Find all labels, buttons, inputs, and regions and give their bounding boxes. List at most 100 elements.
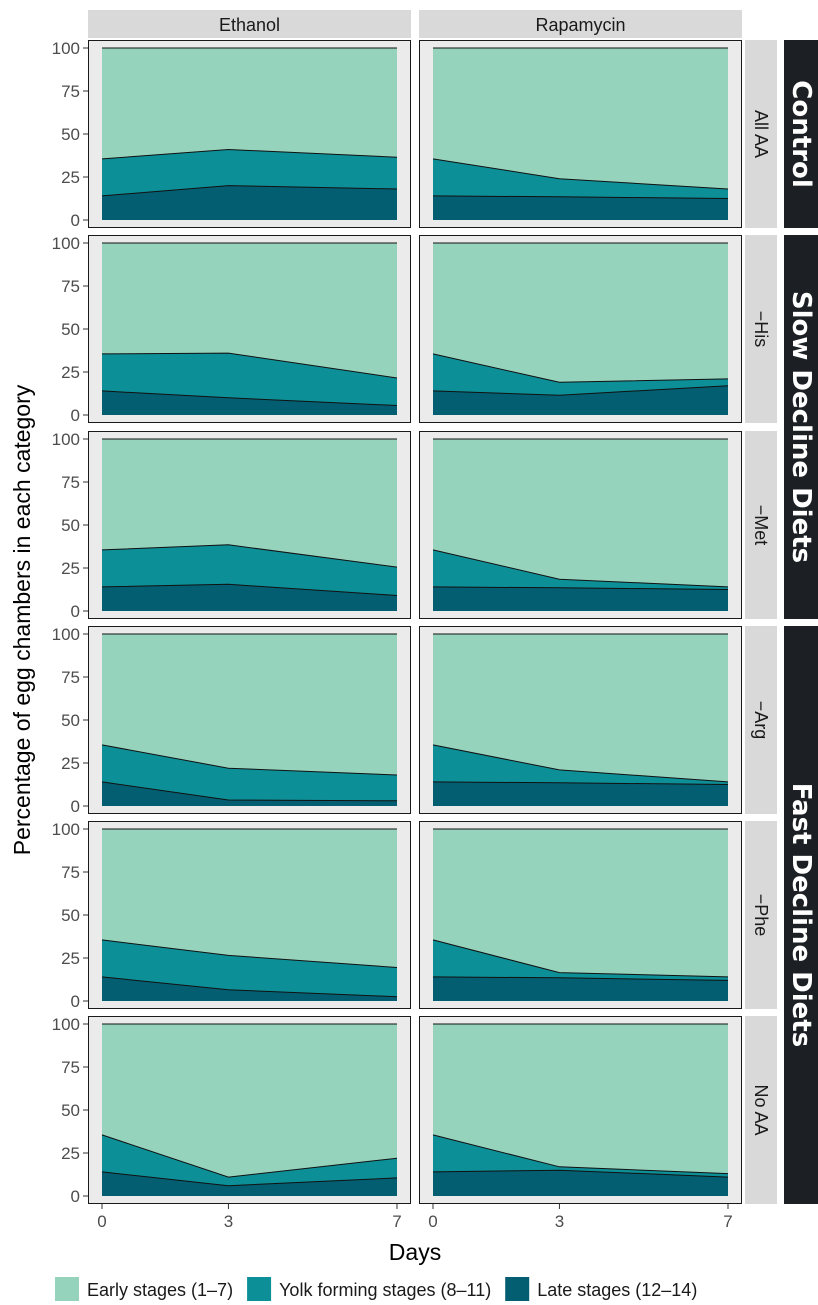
panel-minus-his-ethanol-border — [88, 235, 411, 423]
panel-all-aa-rapamycin-area-early — [433, 48, 728, 189]
panel-minus-his-rapamycin-boundary-line-2 — [432, 353, 729, 383]
panel-minus-met-rapamycin-boundary-line-2 — [432, 549, 729, 588]
panel-minus-met-rapamycin-area-early — [433, 439, 728, 587]
panel-minus-his-ethanol-boundary-line-2 — [101, 352, 398, 379]
panel-minus-met-rapamycin-area-yolk — [433, 549, 728, 590]
y-tick-label-minus-met-75: 75 — [61, 473, 80, 492]
panel-no-aa-ethanol-area-late — [102, 1171, 397, 1196]
y-tick-label-no-aa-75: 75 — [61, 1058, 80, 1077]
panel-minus-arg-rapamycin-area-yolk — [433, 744, 728, 785]
panel-minus-phe-rapamycin-area-late — [433, 976, 728, 1001]
panel-all-aa-rapamycin-boundary-line-2 — [432, 158, 729, 190]
y-tick-label-no-aa-50: 50 — [61, 1101, 80, 1120]
panel-minus-his-ethanol-area-early — [102, 243, 397, 378]
y-axis-title: Percentage of egg chambers in each categ… — [9, 384, 35, 855]
y-tick-label-minus-his-25: 25 — [61, 363, 80, 382]
x-tick-label-ethanol-0: 0 — [97, 1212, 106, 1231]
panel-minus-met-rapamycin-border — [419, 431, 742, 619]
y-tick-label-no-aa-0: 0 — [71, 1187, 80, 1206]
panel-all-aa-ethanol-area-late — [102, 185, 397, 220]
row-strip-label-all-aa: All AA — [751, 110, 771, 158]
legend-label-early-stages-1-7: Early stages (1–7) — [87, 1280, 233, 1300]
panel-minus-arg-rapamycin-border — [419, 626, 742, 814]
panel-no-aa-ethanol-border — [88, 1016, 411, 1204]
y-tick-label-minus-his-50: 50 — [61, 320, 80, 339]
y-tick-label-minus-phe-100: 100 — [52, 820, 80, 839]
panel-no-aa-ethanol-area-early — [102, 1024, 397, 1178]
panel-minus-his-rapamycin-area-yolk — [433, 353, 728, 396]
panel-minus-his-rapamycin-border — [419, 235, 742, 423]
panel-minus-arg-ethanol-boundary-line-2 — [101, 744, 398, 776]
panel-minus-arg-rapamycin-area-early — [433, 634, 728, 782]
panel-no-aa-rapamycin-area-yolk — [433, 1134, 728, 1178]
panel-all-aa-rapamycin-border — [419, 40, 742, 228]
panel-all-aa-ethanol-area-yolk — [102, 149, 397, 196]
panel-minus-phe-rapamycin-boundary-line-1 — [432, 976, 729, 981]
y-tick-label-minus-arg-0: 0 — [71, 797, 80, 816]
row-strip-label-minus-phe: −Phe — [751, 894, 771, 937]
y-tick-label-minus-phe-25: 25 — [61, 949, 80, 968]
panel-minus-phe-ethanol-border — [88, 821, 411, 1009]
panel-minus-arg-rapamycin-boundary-line-1 — [432, 781, 729, 785]
x-tick-label-ethanol-3: 3 — [224, 1212, 233, 1231]
row-strip-all-aa — [745, 40, 777, 228]
y-tick-label-no-aa-25: 25 — [61, 1144, 80, 1163]
y-tick-label-minus-phe-75: 75 — [61, 863, 80, 882]
x-tick-label-rapamycin-7: 7 — [723, 1212, 732, 1231]
row-strip-minus-phe — [745, 821, 777, 1009]
y-tick-label-minus-arg-50: 50 — [61, 711, 80, 730]
panel-minus-his-rapamycin-area-late — [433, 385, 728, 415]
panel-no-aa-rapamycin-boundary-line-2 — [432, 1134, 729, 1175]
panel-minus-his-rapamycin-area-early — [433, 243, 728, 383]
panel-minus-phe-rapamycin-area-yolk — [433, 939, 728, 981]
panel-no-aa-ethanol-boundary-line-1 — [101, 1171, 398, 1187]
panel-no-aa-rapamycin-area-late — [433, 1170, 728, 1196]
x-axis-title: Days — [389, 1239, 441, 1265]
y-tick-label-no-aa-100: 100 — [52, 1015, 80, 1034]
y-tick-label-minus-met-50: 50 — [61, 516, 80, 535]
panel-no-aa-rapamycin-area-early — [433, 1024, 728, 1174]
column-strip-rapamycin — [419, 10, 742, 38]
group-label-control — [784, 40, 818, 228]
panel-minus-arg-rapamycin-area-late — [433, 781, 728, 806]
row-strip-label-minus-met: −Met — [751, 505, 771, 546]
group-label-slow-decline-diets — [784, 235, 818, 619]
row-strip-minus-his — [745, 235, 777, 423]
y-tick-label-all-aa-0: 0 — [71, 211, 80, 230]
y-tick-label-all-aa-75: 75 — [61, 82, 80, 101]
y-tick-label-minus-arg-75: 75 — [61, 668, 80, 687]
x-tick-label-rapamycin-3: 3 — [555, 1212, 564, 1231]
panel-minus-his-rapamycin-boundary-line-1 — [432, 385, 729, 396]
panel-no-aa-rapamycin-border — [419, 1016, 742, 1204]
panel-minus-phe-rapamycin-area-early — [433, 829, 728, 977]
panel-minus-arg-ethanol-area-late — [102, 781, 397, 806]
y-tick-label-minus-his-0: 0 — [71, 406, 80, 425]
panel-minus-arg-ethanol-border — [88, 626, 411, 814]
panel-minus-met-ethanol-area-early — [102, 439, 397, 568]
legend-swatch-late-stages-12-14 — [505, 1277, 530, 1301]
group-label-fast-decline-diets — [784, 626, 818, 1204]
column-strip-ethanol — [88, 10, 411, 38]
panel-all-aa-rapamycin-area-late — [433, 195, 728, 220]
panel-minus-met-rapamycin-area-late — [433, 586, 728, 611]
panel-minus-met-rapamycin-boundary-line-1 — [432, 586, 729, 590]
x-tick-label-rapamycin-0: 0 — [428, 1212, 437, 1231]
y-tick-label-all-aa-50: 50 — [61, 125, 80, 144]
y-tick-label-all-aa-25: 25 — [61, 168, 80, 187]
x-tick-label-ethanol-7: 7 — [392, 1212, 401, 1231]
y-tick-label-minus-phe-0: 0 — [71, 992, 80, 1011]
panel-minus-phe-rapamycin-border — [419, 821, 742, 1009]
panel-minus-met-ethanol-boundary-line-1 — [101, 583, 398, 596]
row-strip-label-minus-his: −His — [751, 311, 771, 348]
panel-minus-his-ethanol-area-yolk — [102, 353, 397, 406]
y-tick-label-minus-phe-50: 50 — [61, 906, 80, 925]
y-tick-label-minus-met-100: 100 — [52, 430, 80, 449]
panel-minus-phe-ethanol-area-early — [102, 829, 397, 968]
y-tick-label-minus-arg-25: 25 — [61, 754, 80, 773]
legend-label-yolk-forming-stages-8-11: Yolk forming stages (8–11) — [279, 1280, 491, 1300]
y-tick-label-minus-arg-100: 100 — [52, 625, 80, 644]
panel-no-aa-rapamycin-boundary-line-1 — [432, 1169, 729, 1178]
panel-minus-phe-ethanol-area-late — [102, 976, 397, 1001]
panel-minus-his-ethanol-area-late — [102, 390, 397, 415]
